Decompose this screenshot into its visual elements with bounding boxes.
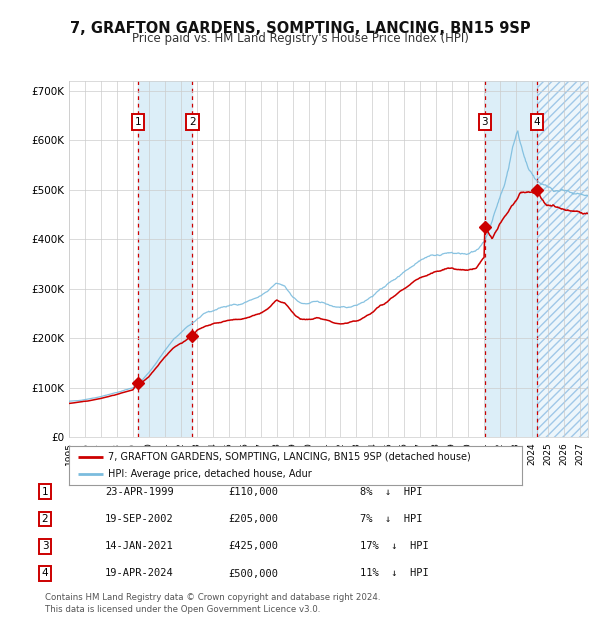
Text: 7, GRAFTON GARDENS, SOMPTING, LANCING, BN15 9SP (detached house): 7, GRAFTON GARDENS, SOMPTING, LANCING, B… (107, 452, 470, 462)
Text: 4: 4 (41, 569, 49, 578)
Text: 3: 3 (482, 117, 488, 126)
Text: 2: 2 (41, 514, 49, 524)
Text: HPI: Average price, detached house, Adur: HPI: Average price, detached house, Adur (107, 469, 311, 479)
Bar (138, 81, 192, 437)
Text: 17%  ↓  HPI: 17% ↓ HPI (360, 541, 429, 551)
Text: 23-APR-1999: 23-APR-1999 (105, 487, 174, 497)
Bar (537, 81, 588, 437)
Text: Price paid vs. HM Land Registry's House Price Index (HPI): Price paid vs. HM Land Registry's House … (131, 32, 469, 45)
Text: Contains HM Land Registry data © Crown copyright and database right 2024.
This d: Contains HM Land Registry data © Crown c… (45, 593, 380, 614)
Bar (537, 81, 588, 437)
Text: 19-SEP-2002: 19-SEP-2002 (105, 514, 174, 524)
Text: 7%  ↓  HPI: 7% ↓ HPI (360, 514, 422, 524)
Text: 14-JAN-2021: 14-JAN-2021 (105, 541, 174, 551)
Text: 2: 2 (189, 117, 196, 126)
Text: £205,000: £205,000 (228, 514, 278, 524)
Text: 3: 3 (41, 541, 49, 551)
Text: £425,000: £425,000 (228, 541, 278, 551)
Text: 4: 4 (533, 117, 540, 126)
Text: £110,000: £110,000 (228, 487, 278, 497)
Bar (485, 81, 537, 437)
Text: £500,000: £500,000 (228, 569, 278, 578)
Text: 8%  ↓  HPI: 8% ↓ HPI (360, 487, 422, 497)
Text: 19-APR-2024: 19-APR-2024 (105, 569, 174, 578)
Text: 7, GRAFTON GARDENS, SOMPTING, LANCING, BN15 9SP: 7, GRAFTON GARDENS, SOMPTING, LANCING, B… (70, 21, 530, 36)
Text: 1: 1 (41, 487, 49, 497)
Text: 11%  ↓  HPI: 11% ↓ HPI (360, 569, 429, 578)
Text: 1: 1 (134, 117, 141, 126)
